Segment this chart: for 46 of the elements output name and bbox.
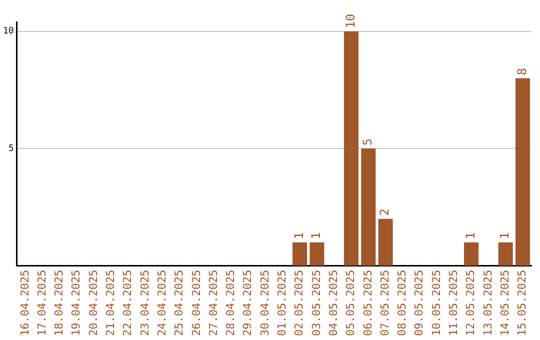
x-tick-label: 16.04.2025 <box>18 270 32 336</box>
bar <box>292 242 308 266</box>
data-label: 1 <box>292 232 306 240</box>
x-tick-label: 17.04.2025 <box>35 270 48 336</box>
x-tick-label: 29.04.2025 <box>241 270 254 336</box>
x-tick-label: 08.05.2025 <box>396 270 409 336</box>
x-tick-label: 20.04.2025 <box>86 270 100 336</box>
x-tick-label: 07.05.2025 <box>378 270 392 336</box>
bar <box>464 242 479 266</box>
data-label: 2 <box>378 208 392 216</box>
x-tick-label: 10.05.2025 <box>430 270 443 336</box>
x-tick-label: 04.05.2025 <box>326 270 340 336</box>
x-tick-label: 15.05.2025 <box>516 270 529 336</box>
bar <box>515 78 530 266</box>
x-tick-label: 05.05.2025 <box>344 270 358 336</box>
x-tick-label: 14.05.2025 <box>498 270 512 336</box>
x-tick-label: 24.04.2025 <box>155 270 168 336</box>
x-tick-label: 18.04.2025 <box>52 270 66 336</box>
data-label: 1 <box>463 232 478 240</box>
x-tick-label: 11.05.2025 <box>446 270 460 336</box>
x-tick-label: 26.04.2025 <box>190 270 203 336</box>
bar <box>498 242 513 266</box>
x-tick-label: 09.05.2025 <box>412 270 426 336</box>
x-tick-label: 12.05.2025 <box>464 270 478 336</box>
x-tick-label: 06.05.2025 <box>361 270 374 336</box>
data-label: 1 <box>309 232 324 240</box>
bar <box>344 31 358 266</box>
x-tick-label: 25.04.2025 <box>172 270 186 336</box>
x-tick-label: 22.04.2025 <box>121 270 134 336</box>
data-label: 1 <box>498 232 512 240</box>
x-tick-label: 30.04.2025 <box>258 270 272 336</box>
data-label: 5 <box>360 138 375 146</box>
data-label: 8 <box>514 68 529 76</box>
bar <box>378 218 393 266</box>
x-tick-label: 02.05.2025 <box>292 270 306 336</box>
x-tick-label: 01.05.2025 <box>276 270 289 336</box>
x-tick-label: 21.04.2025 <box>104 270 118 336</box>
bar <box>310 242 324 266</box>
x-tick-label: 19.04.2025 <box>70 270 83 336</box>
bar <box>361 148 376 266</box>
x-tick-label: 28.04.2025 <box>224 270 238 336</box>
data-label: 10 <box>343 14 358 28</box>
x-tick-label: 23.04.2025 <box>138 270 152 336</box>
x-tick-label: 03.05.2025 <box>310 270 323 336</box>
x-tick-label: 13.05.2025 <box>481 270 494 336</box>
x-tick-label: 27.04.2025 <box>206 270 220 336</box>
